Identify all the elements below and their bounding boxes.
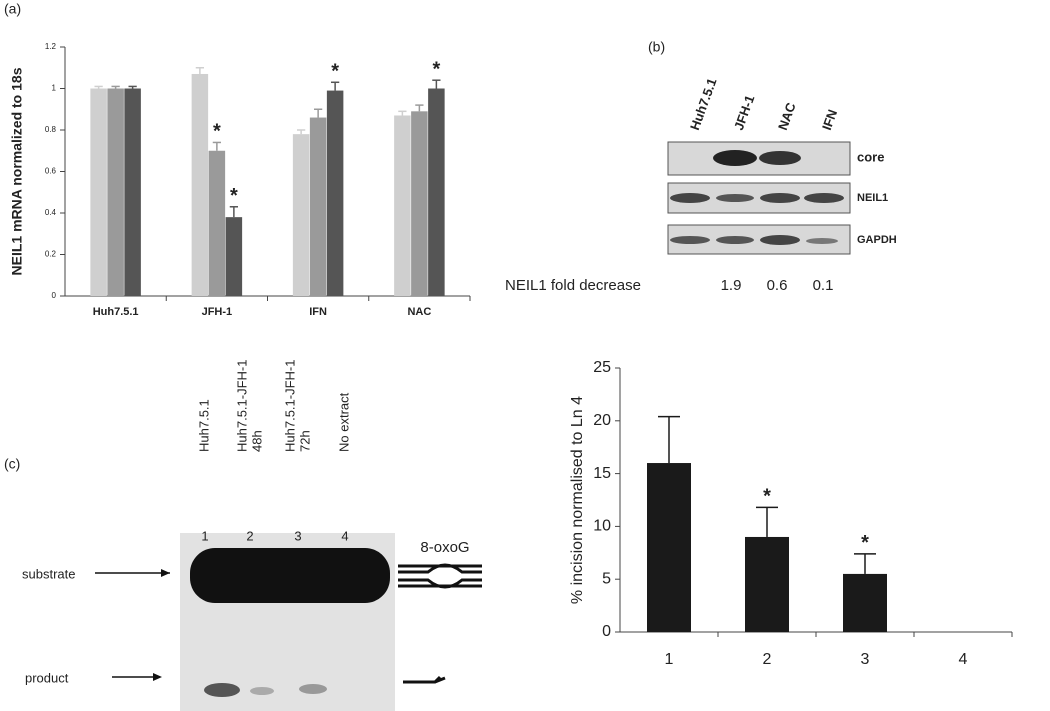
band	[804, 193, 844, 203]
band	[760, 193, 800, 203]
bar	[326, 90, 344, 296]
bar	[411, 111, 428, 296]
lane-number: 1	[201, 528, 208, 543]
band	[716, 194, 754, 202]
bar	[124, 88, 141, 296]
bar	[107, 88, 124, 296]
x-tick-label: Huh7.5.1	[93, 306, 139, 318]
fold-value: 0.1	[813, 277, 834, 294]
bar	[394, 115, 411, 296]
gel-lane-label: No extract	[336, 392, 351, 452]
bar	[292, 134, 310, 296]
y-tick-label: 5	[602, 570, 611, 587]
band	[716, 236, 754, 244]
band	[713, 150, 757, 166]
bar	[843, 573, 887, 632]
panel-label: (a)	[4, 1, 21, 17]
gel-lane-label: 72h	[297, 430, 312, 452]
y-tick-label: 1.2	[45, 42, 57, 51]
gel-lane-label: 48h	[249, 430, 264, 452]
fold-value: 0.6	[767, 277, 788, 294]
y-tick-label: 0	[602, 623, 611, 640]
significance: *	[213, 121, 221, 143]
x-tick-label: 3	[861, 651, 870, 668]
band	[760, 235, 800, 245]
product-label: product	[25, 670, 69, 685]
bar	[208, 150, 226, 296]
x-tick-label: 1	[665, 651, 674, 668]
dna-substrate	[398, 563, 482, 589]
band	[250, 687, 274, 695]
bar	[745, 536, 789, 632]
x-tick-label: JFH-1	[202, 306, 233, 318]
significance: *	[763, 486, 771, 508]
bar	[428, 88, 445, 296]
panel-label: (c)	[4, 456, 20, 472]
arrow-head	[153, 673, 162, 681]
band	[670, 193, 710, 203]
y-tick-label: 0.4	[45, 208, 57, 217]
lane-number: 4	[341, 528, 348, 543]
y-tick-label: 15	[593, 465, 611, 482]
band	[670, 236, 710, 244]
bar	[309, 117, 327, 296]
fold-label: NEIL1 fold decrease	[505, 277, 641, 294]
y-tick-label: 10	[593, 518, 611, 535]
bar	[647, 463, 691, 632]
y-tick-label: 25	[593, 359, 611, 376]
significance: *	[331, 61, 339, 83]
y-tick-label: 0.6	[45, 167, 57, 176]
lane-label: JFH-1	[731, 93, 757, 132]
lesion-label: 8-oxoG	[420, 539, 469, 556]
blot-strip	[667, 141, 851, 176]
bar	[225, 217, 243, 296]
band	[759, 151, 801, 165]
significance: *	[230, 185, 238, 207]
row-label: GAPDH	[857, 234, 897, 246]
band	[204, 683, 240, 697]
gel-lane-label: Huh7.5.1	[196, 399, 211, 452]
x-tick-label: IFN	[309, 306, 327, 318]
y-axis-label: NEIL1 mRNA normalized to 18s	[9, 67, 25, 275]
lane-number: 3	[294, 528, 301, 543]
band	[190, 548, 390, 603]
y-tick-label: 0	[52, 291, 57, 300]
dna-product	[403, 675, 446, 684]
y-tick-label: 20	[593, 412, 611, 429]
bar	[90, 88, 107, 296]
x-tick-label: NAC	[407, 306, 431, 318]
y-axis-label: % incision normalised to Ln 4	[569, 396, 586, 604]
y-tick-label: 0.2	[45, 250, 57, 259]
row-label: core	[857, 149, 884, 164]
gel-lane-label: Huh7.5.1-JFH-1	[282, 360, 297, 452]
fold-value: 1.9	[721, 277, 742, 294]
lane-label: Huh7.5.1	[687, 76, 720, 132]
row-label: NEIL1	[857, 192, 888, 204]
significance: *	[432, 58, 440, 80]
band	[299, 684, 327, 694]
lane-label: IFN	[819, 107, 840, 132]
lane-number: 2	[246, 528, 253, 543]
x-tick-label: 4	[959, 651, 968, 668]
significance: *	[861, 532, 869, 554]
band	[806, 238, 838, 244]
y-tick-label: 1	[52, 84, 57, 93]
panel-label: (b)	[648, 39, 665, 55]
x-tick-label: 2	[763, 651, 772, 668]
y-tick-label: 0.8	[45, 125, 57, 134]
gel-lane-label: Huh7.5.1-JFH-1	[234, 360, 249, 452]
bar	[191, 73, 209, 296]
substrate-label: substrate	[22, 566, 75, 581]
lane-label: NAC	[775, 100, 799, 132]
arrow-head	[161, 569, 170, 577]
